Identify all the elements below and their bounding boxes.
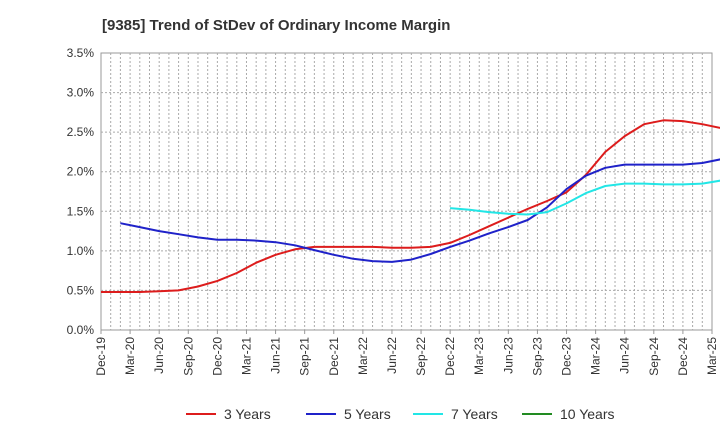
y-tick-label: 3.5% [67, 46, 95, 60]
chart-title: [9385] Trend of StDev of Ordinary Income… [102, 17, 450, 34]
y-tick-label: 2.5% [67, 125, 95, 139]
x-tick-label: Mar-21 [239, 337, 253, 375]
x-tick-label: Sep-24 [647, 337, 661, 376]
x-tick-label: Jun-20 [152, 337, 166, 374]
x-tick-label: Mar-25 [705, 337, 719, 375]
x-tick-label: Mar-22 [356, 337, 370, 375]
y-tick-label: 0.0% [67, 323, 95, 337]
x-tick-label: Mar-23 [472, 337, 486, 375]
plot-frame [100, 52, 713, 331]
x-tick-label: Dec-21 [327, 337, 341, 376]
x-tick-label: Dec-19 [94, 337, 108, 376]
x-tick-label: Jun-24 [618, 337, 632, 374]
x-tick-label: Mar-20 [123, 337, 137, 375]
x-tick-label: Mar-24 [589, 337, 603, 375]
x-tick-label: Jun-23 [501, 337, 515, 374]
x-tick-label: Jun-22 [385, 337, 399, 374]
x-tick-label: Sep-22 [414, 337, 428, 376]
y-tick-label: 2.0% [67, 165, 95, 179]
x-tick-label: Dec-20 [210, 337, 224, 376]
series-line-7-years [450, 179, 720, 216]
y-tick-label: 0.5% [67, 283, 95, 297]
series-line-5-years [120, 158, 720, 263]
legend-label: 7 Years [451, 406, 498, 422]
x-tick-label: Jun-21 [269, 337, 283, 374]
x-tick-label: Sep-21 [298, 337, 312, 376]
x-tick-label: Dec-22 [443, 337, 457, 376]
legend-label: 5 Years [344, 406, 391, 422]
y-tick-label: 1.5% [67, 204, 95, 218]
x-tick-label: Dec-24 [676, 337, 690, 376]
x-tick-label: Dec-23 [560, 337, 574, 376]
x-tick-label: Sep-20 [181, 337, 195, 376]
x-tick-label: Sep-23 [530, 337, 544, 376]
legend-label: 3 Years [224, 406, 271, 422]
y-tick-label: 3.0% [67, 86, 95, 100]
y-tick-label: 1.0% [67, 244, 95, 258]
legend-label: 10 Years [560, 406, 615, 422]
